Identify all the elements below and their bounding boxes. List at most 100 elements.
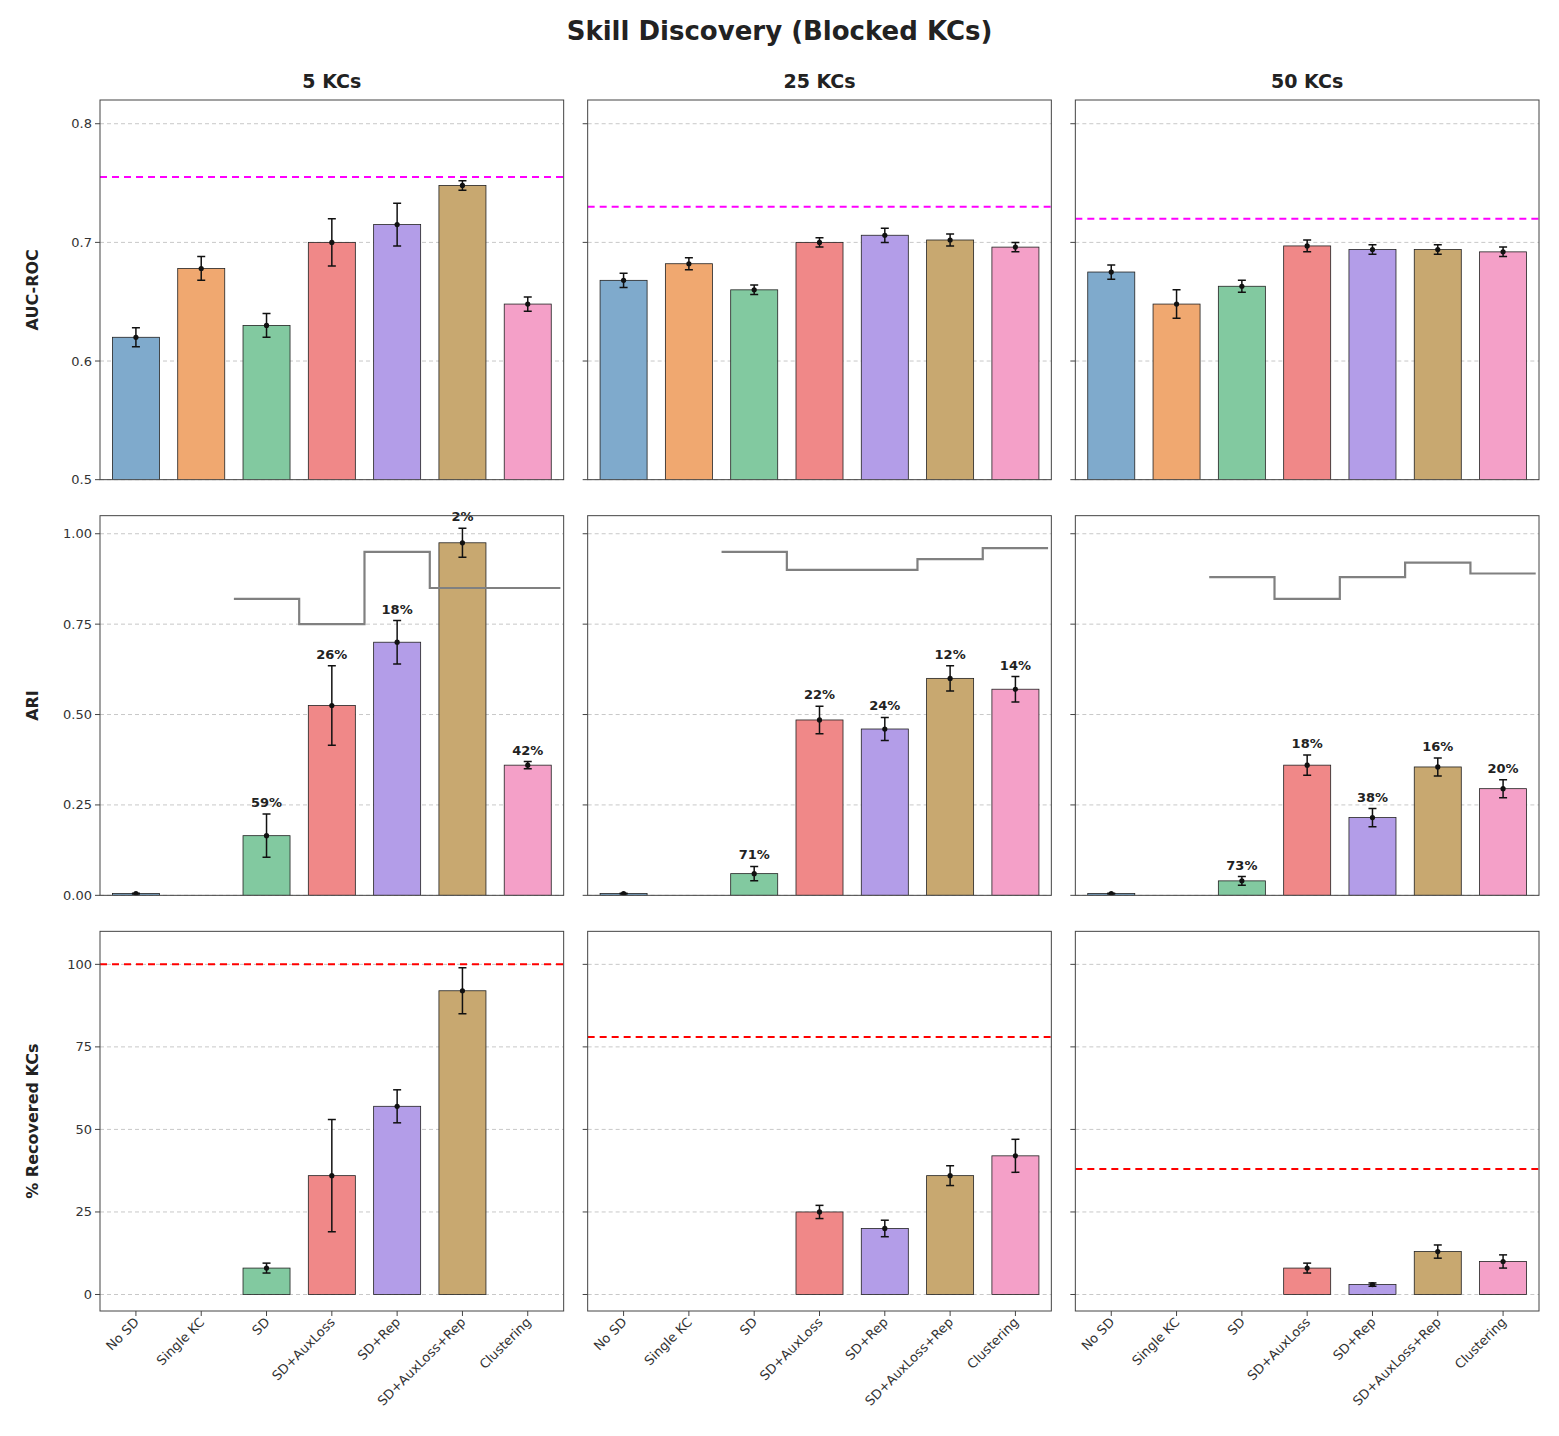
mean-marker	[133, 335, 138, 340]
bar	[796, 720, 843, 895]
y-tick	[1070, 242, 1075, 243]
x-tick	[688, 1311, 689, 1316]
error-cap	[458, 528, 466, 530]
y-tick	[1070, 361, 1075, 362]
plot-frame	[100, 100, 564, 480]
x-tick-label: SD+AuxLoss	[269, 1314, 338, 1383]
mean-marker	[460, 988, 465, 993]
mean-marker	[1013, 687, 1018, 692]
error-cap	[1368, 244, 1376, 246]
error-bar	[620, 273, 628, 287]
annotation: 73%	[1226, 858, 1257, 873]
error-bar	[393, 203, 401, 246]
y-tick	[583, 624, 588, 625]
bar	[1414, 767, 1461, 895]
error-cap	[1303, 1262, 1311, 1264]
error-cap	[1238, 876, 1246, 878]
y-tick	[95, 1211, 100, 1212]
error-cap	[946, 233, 954, 235]
y-tick	[583, 123, 588, 124]
grid-line	[100, 123, 564, 124]
x-tick	[135, 1311, 136, 1316]
bar	[731, 1294, 778, 1295]
y-tick	[1070, 624, 1075, 625]
error-cap	[1499, 256, 1507, 258]
reference-line	[100, 963, 564, 965]
mean-marker	[460, 540, 465, 545]
error-cap	[1434, 1244, 1442, 1246]
error-cap	[1173, 289, 1181, 291]
x-tick	[1111, 1311, 1112, 1316]
error-bar	[524, 297, 532, 311]
error-cap	[1303, 251, 1311, 253]
error-cap	[1303, 1272, 1311, 1274]
figure-title: Skill Discovery (Blocked KCs)	[567, 16, 993, 46]
error-bar	[1238, 877, 1246, 886]
grid-line	[1075, 1211, 1539, 1212]
annotation: 18%	[382, 602, 413, 617]
error-bar	[524, 762, 532, 769]
y-tick	[1070, 964, 1075, 965]
error-bar	[881, 717, 889, 740]
x-tick	[819, 1311, 820, 1316]
panel: 73%18%38%16%20%	[1070, 516, 1539, 896]
plot-frame	[588, 100, 1052, 480]
x-tick-label: SD+AuxLoss+Rep	[862, 1315, 956, 1409]
grid-line	[1075, 1129, 1539, 1130]
bar	[1284, 246, 1331, 480]
y-tick-label: 0.6	[71, 354, 92, 369]
error-cap	[263, 313, 271, 315]
step-line	[1209, 563, 1536, 599]
y-tick	[583, 964, 588, 965]
y-tick	[95, 895, 100, 896]
plot-marks	[112, 528, 560, 895]
error-bar	[263, 1263, 271, 1273]
bar	[308, 242, 355, 479]
x-tick	[527, 1311, 528, 1316]
mean-marker	[621, 891, 626, 895]
annotation: 20%	[1488, 761, 1519, 776]
mean-marker	[329, 1173, 334, 1178]
x-tick	[884, 1311, 885, 1316]
mean-marker	[1013, 1153, 1018, 1158]
error-bar	[816, 238, 824, 247]
error-cap	[1434, 757, 1442, 759]
error-cap	[750, 880, 758, 882]
error-cap	[1499, 1267, 1507, 1269]
grid-line	[588, 1046, 1052, 1047]
y-tick	[583, 1294, 588, 1295]
y-tick	[583, 714, 588, 715]
error-cap	[1434, 1257, 1442, 1259]
x-tick	[754, 1311, 755, 1316]
mean-marker	[460, 183, 465, 188]
error-cap	[328, 1231, 336, 1233]
error-cap	[685, 257, 693, 259]
error-bar	[1011, 242, 1019, 251]
mean-marker	[948, 237, 953, 242]
bar	[1218, 1294, 1265, 1295]
mean-marker	[133, 891, 138, 895]
grid-line	[1075, 964, 1539, 965]
error-cap	[524, 761, 532, 763]
x-tick-label: SD	[249, 1315, 273, 1339]
mean-marker	[1174, 301, 1179, 306]
y-tick	[1070, 123, 1075, 124]
bar	[861, 235, 908, 479]
reference-line	[588, 206, 1052, 208]
mean-marker	[395, 1104, 400, 1109]
error-bar	[816, 1205, 824, 1218]
bar	[927, 1176, 974, 1295]
mean-marker	[1305, 763, 1310, 768]
y-tick-label: 75	[75, 1039, 92, 1054]
y-tick	[583, 1046, 588, 1047]
plot-frame	[1075, 100, 1539, 480]
grid-line	[1075, 123, 1539, 124]
error-cap	[263, 857, 271, 859]
grid-line	[1075, 533, 1539, 534]
bar	[861, 729, 908, 895]
error-cap	[881, 242, 889, 244]
y-axis-label: AUC-ROC	[23, 249, 42, 330]
reference-line	[100, 176, 564, 178]
x-tick-label: SD	[1224, 1315, 1248, 1339]
y-tick	[95, 361, 100, 362]
